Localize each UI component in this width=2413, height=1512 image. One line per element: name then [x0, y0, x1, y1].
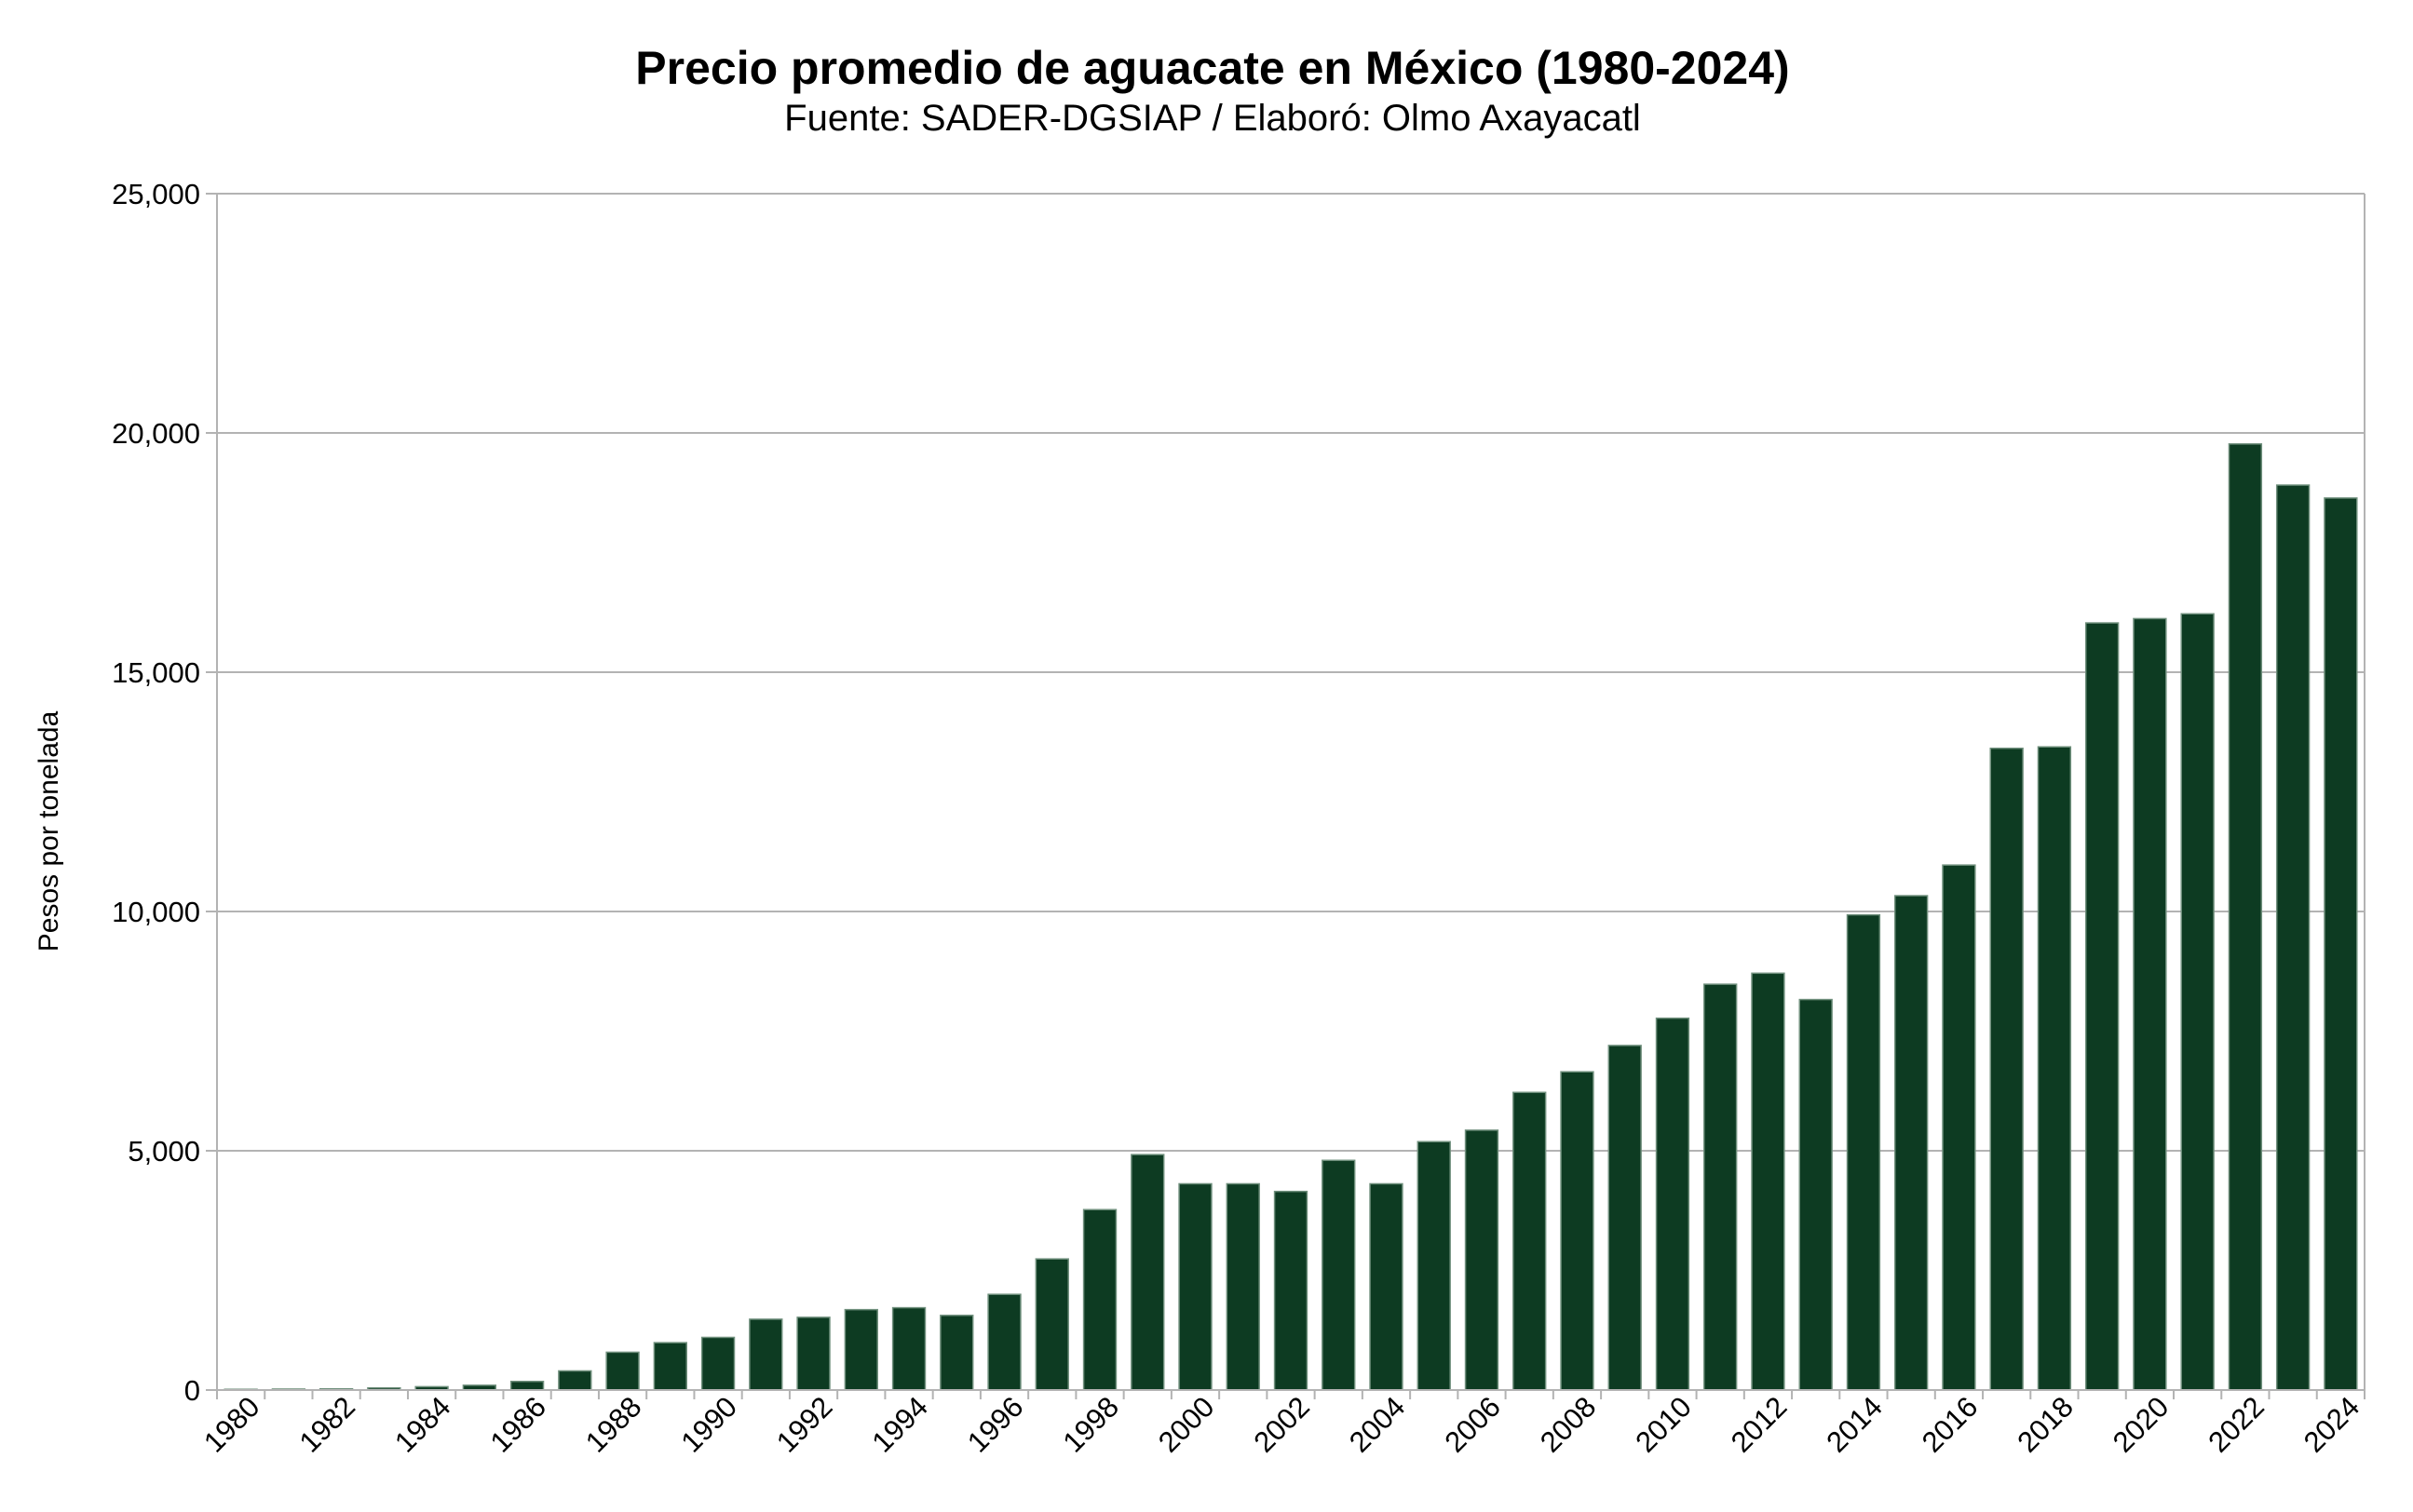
y-tick-label: 0: [184, 1374, 200, 1407]
x-tick-label: 1992: [770, 1390, 839, 1459]
x-tick-label: 2000: [1152, 1390, 1221, 1459]
y-axis-label: Pesos por tonelada: [34, 710, 64, 952]
bar-1992: [796, 1316, 831, 1391]
bar-1987: [558, 1370, 592, 1391]
bar-2010: [1655, 1017, 1690, 1391]
bar-2007: [1512, 1091, 1547, 1391]
x-tick-label: 2020: [2107, 1390, 2176, 1459]
bar-2004: [1369, 1182, 1403, 1391]
x-tick-label: 2006: [1438, 1390, 1507, 1459]
x-tick-label: 2014: [1820, 1390, 1889, 1459]
x-tick-label: 2016: [1916, 1390, 1985, 1459]
y-tick-label: 10,000: [112, 896, 200, 928]
bar-2022: [2228, 443, 2263, 1391]
bar-2023: [2275, 484, 2311, 1391]
x-tick-labels: 1980 1982 1984 1986 1988 1990 1992 1994 1996 1998…: [197, 1390, 2366, 1459]
x-tick-label: 1994: [865, 1390, 934, 1459]
x-tick-label: 2010: [1629, 1390, 1698, 1459]
bar-2006: [1464, 1129, 1499, 1391]
x-tick-label: 1998: [1056, 1390, 1125, 1459]
bar-2013: [1798, 998, 1833, 1391]
bar-1991: [749, 1318, 783, 1391]
x-tick-label: 1990: [674, 1390, 743, 1459]
chart-subtitle: Fuente: SADER-DGSIAP / Elaboró: Olmo Axa…: [784, 98, 1641, 139]
bar-1986: [509, 1380, 545, 1391]
bar-1999: [1131, 1154, 1165, 1391]
bar-1989: [653, 1342, 687, 1391]
chart-title: Precio promedio de aguacate en México (1…: [635, 42, 1789, 94]
bar-2000: [1178, 1182, 1213, 1391]
y-tick-labels: 0 5,000 10,000 15,000 20,000 25,000: [112, 178, 200, 1407]
bar-2019: [2084, 622, 2120, 1391]
bar-1988: [605, 1351, 640, 1391]
bar-2024: [2324, 497, 2358, 1391]
bar-2021: [2180, 613, 2215, 1391]
bar-2008: [1560, 1071, 1594, 1391]
y-tick-label: 25,000: [112, 178, 200, 210]
bar-2018: [2037, 746, 2072, 1391]
x-tick-label: 2002: [1247, 1390, 1316, 1459]
x-tick-label: 1986: [484, 1390, 553, 1459]
bar-1996: [987, 1293, 1022, 1391]
bar-2017: [1989, 747, 2024, 1391]
bar-2011: [1703, 983, 1738, 1391]
bar-2016: [1942, 864, 1976, 1391]
x-tick-label: 2008: [1534, 1390, 1603, 1459]
bar-1995: [940, 1315, 974, 1391]
y-tick-label: 15,000: [112, 656, 200, 689]
x-tick-label: 1984: [388, 1390, 457, 1459]
x-tick-label: 2018: [2011, 1390, 2080, 1459]
x-tick-label: 1980: [197, 1390, 266, 1459]
x-tick-label: 1982: [293, 1390, 362, 1459]
x-tick-label: 1996: [961, 1390, 1030, 1459]
bar-2012: [1751, 972, 1785, 1391]
bar-2003: [1322, 1159, 1356, 1391]
bar-2002: [1273, 1190, 1308, 1391]
bar-1997: [1035, 1258, 1069, 1391]
bar-1993: [844, 1308, 878, 1391]
bar-2009: [1607, 1045, 1642, 1391]
y-tick-label: 5,000: [128, 1135, 200, 1168]
bar-2020: [2133, 617, 2167, 1391]
bar-2001: [1226, 1182, 1260, 1391]
x-tick-label: 2022: [2202, 1390, 2271, 1459]
bar-2005: [1417, 1141, 1451, 1391]
bar-1994: [891, 1306, 927, 1391]
x-tick-label: 1988: [579, 1390, 648, 1459]
x-tick-label: 2012: [1725, 1390, 1794, 1459]
bar-1998: [1082, 1208, 1118, 1391]
bar-1990: [700, 1336, 736, 1391]
x-tick-label: 2024: [2298, 1390, 2366, 1459]
x-tick-label: 2004: [1343, 1390, 1412, 1459]
bars: [224, 443, 2358, 1391]
bar-2014: [1846, 913, 1881, 1391]
y-tick-label: 20,000: [112, 417, 200, 450]
bar-2015: [1894, 895, 1929, 1391]
axes: [206, 193, 2366, 1399]
